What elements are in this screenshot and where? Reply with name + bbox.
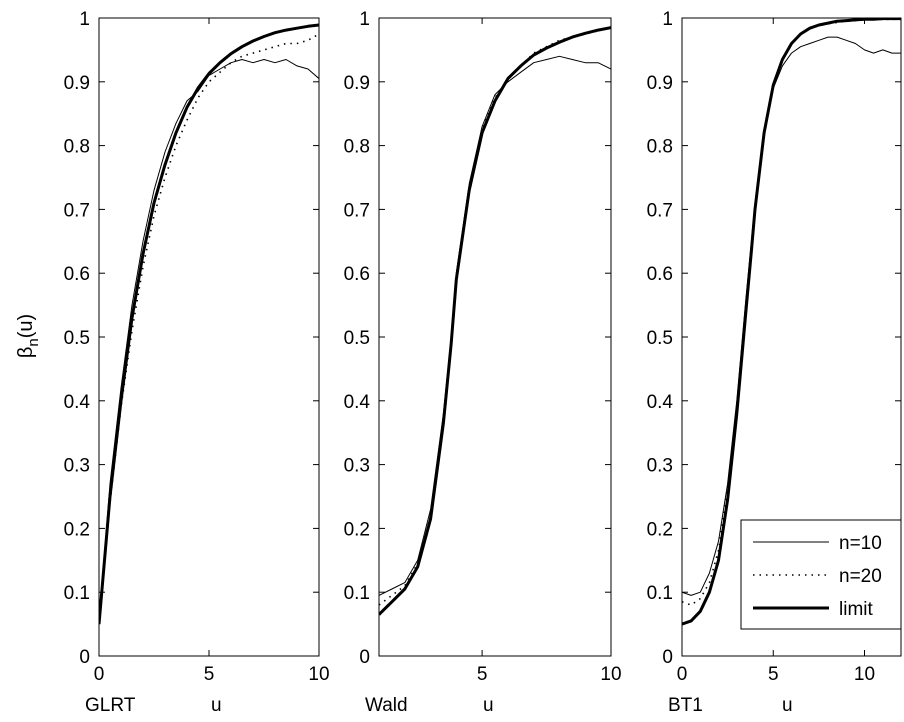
y-tick-label: 0.3 (64, 456, 90, 477)
y-tick-label: 0.7 (344, 200, 370, 221)
series-line-n-10 (379, 55, 611, 596)
y-tick-label: 0.5 (344, 328, 370, 349)
x-axis-label: u (782, 695, 793, 716)
y-tick-label: 0.3 (647, 456, 673, 477)
legend-label: n=10 (839, 533, 882, 554)
series-line-limit (379, 26, 611, 616)
y-tick-label: 0.8 (64, 137, 90, 158)
legend-label: n=20 (839, 566, 882, 587)
legend-box (740, 519, 902, 630)
x-tick-label: 5 (768, 664, 779, 685)
panel-method-label: GLRT (85, 695, 136, 716)
y-axis-label-main: β (15, 347, 37, 359)
y-tick-label: 0 (359, 647, 370, 668)
y-tick-label: 0.2 (647, 519, 673, 540)
y-tick-label: 0.4 (647, 392, 674, 413)
panel-wald: 0 0.1 0.2 0.3 0.4 0.5 0.6 0.7 0.8 0.9 1 5 10 Wald u (344, 9, 622, 716)
y-tick-label: 1 (79, 9, 90, 30)
y-tick-label: 0.2 (344, 519, 370, 540)
y-tick-label: 0.1 (344, 583, 370, 604)
y-axis-label-tail: (u) (15, 314, 37, 338)
x-tick-label: 5 (477, 664, 488, 685)
y-tick-label: 0.7 (64, 200, 90, 221)
y-tick-label: 0.9 (344, 73, 370, 94)
y-tick-label: 0.6 (64, 264, 90, 285)
y-tick-label: 0 (79, 647, 90, 668)
y-axis-label: βn(u) (15, 314, 42, 358)
x-tick-label: 10 (854, 664, 875, 685)
x-axis-label: u (483, 695, 494, 716)
x-tick-label: 0 (94, 664, 105, 685)
y-axis-label-sub: n (25, 338, 42, 346)
x-tick-label: 10 (600, 664, 621, 685)
series-line-limit (99, 23, 319, 625)
y-tick-label: 0.7 (647, 200, 673, 221)
legend-label: limit (839, 599, 873, 620)
y-tick-label: 0 (662, 647, 673, 668)
y-tick-label: 0.6 (647, 264, 673, 285)
y-tick-label: 0.4 (344, 392, 371, 413)
series-line-n-10 (682, 36, 901, 596)
y-tick-label: 0.5 (647, 328, 673, 349)
y-tick-label: 0.9 (647, 73, 673, 94)
y-tick-label: 0.8 (647, 137, 673, 158)
panel-method-label: BT1 (668, 695, 703, 716)
x-axis-label: u (211, 695, 222, 716)
svg-text:βn(u): βn(u) (15, 314, 42, 358)
y-tick-label: 0.8 (344, 137, 370, 158)
x-tick-label: 5 (204, 664, 215, 685)
x-tick-label: 0 (677, 664, 688, 685)
y-tick-label: 0.5 (64, 328, 90, 349)
y-tick-label: 0.9 (64, 73, 90, 94)
y-tick-label: 0.1 (647, 583, 673, 604)
y-tick-label: 0.6 (344, 264, 370, 285)
legend: n=10 n=20 limit (740, 519, 902, 630)
y-tick-label: 0.1 (64, 583, 90, 604)
y-tick-label: 1 (359, 9, 370, 30)
panel-method-label: Wald (365, 695, 408, 716)
y-tick-label: 1 (662, 9, 673, 30)
y-tick-label: 0.3 (344, 456, 370, 477)
x-tick-label: 10 (308, 664, 329, 685)
y-tick-label: 0.2 (64, 519, 90, 540)
y-tick-label: 0.4 (64, 392, 91, 413)
series-line-limit (682, 18, 901, 626)
